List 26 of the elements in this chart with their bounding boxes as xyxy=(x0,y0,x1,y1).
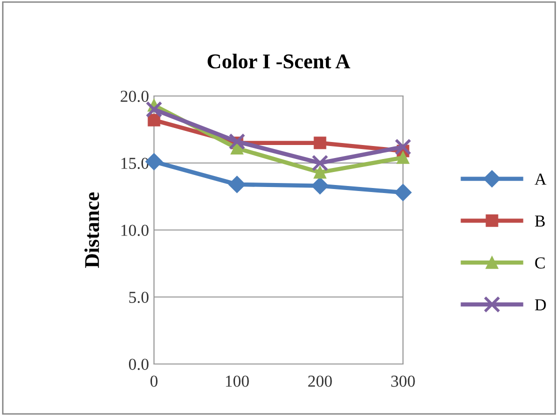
y-tick-label: 0.0 xyxy=(128,358,149,370)
point xyxy=(314,166,326,179)
point xyxy=(312,154,328,172)
point xyxy=(230,142,244,155)
y-tick-label: 20.0 xyxy=(120,90,149,102)
y-tick-label: 10.0 xyxy=(121,224,149,236)
y-tick-label: 5.0 xyxy=(129,292,149,304)
point xyxy=(228,133,246,150)
y-axis-title: Distance xyxy=(84,192,100,268)
point xyxy=(396,151,410,164)
point xyxy=(146,101,162,118)
point xyxy=(394,184,412,202)
point xyxy=(228,176,246,193)
x-tick-label: 200 xyxy=(308,376,332,387)
point xyxy=(148,114,160,126)
x-tick-label: 100 xyxy=(226,376,249,387)
legend-label: B xyxy=(534,216,545,227)
x-tick-label: 300 xyxy=(391,376,415,387)
chart-title: Color I -Scent A xyxy=(208,54,350,68)
legend-label: D xyxy=(534,299,546,310)
point xyxy=(311,177,329,194)
legend-label: C xyxy=(535,257,545,269)
x-tick-label: 0 xyxy=(150,376,158,387)
legend-label: A xyxy=(534,174,546,185)
point xyxy=(314,136,326,150)
point xyxy=(394,138,412,156)
